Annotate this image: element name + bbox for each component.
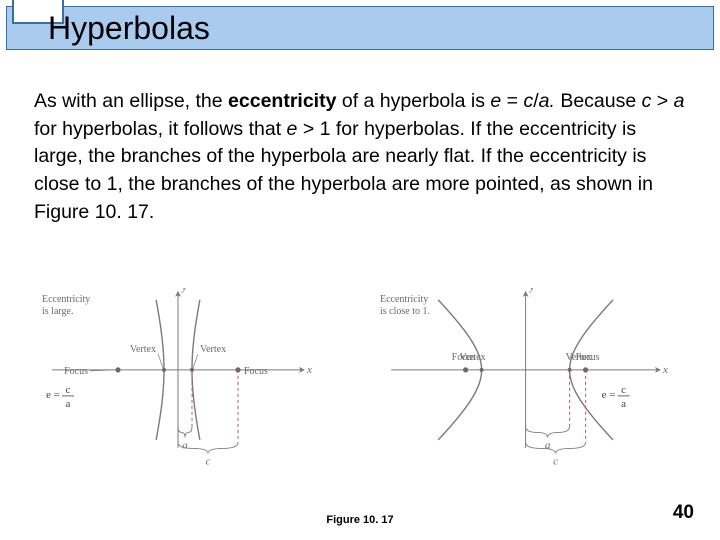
- svg-text:is close to 1.: is close to 1.: [380, 306, 430, 317]
- svg-text:c: c: [66, 384, 71, 396]
- svg-text:Vertex: Vertex: [130, 344, 156, 355]
- page-number: 40: [673, 502, 694, 524]
- svg-text:x: x: [662, 364, 668, 376]
- svg-text:x: x: [306, 364, 312, 376]
- svg-text:y: y: [529, 288, 535, 293]
- svg-text:c: c: [206, 455, 211, 467]
- svg-text:a: a: [621, 398, 626, 410]
- svg-text:Eccentricity: Eccentricity: [380, 294, 428, 305]
- svg-text:is large.: is large.: [42, 306, 73, 317]
- figure-left: x y Focus Vertex Vertex Focus Eccentricityis l…: [34, 288, 334, 483]
- figure-caption: Figure 10. 17: [0, 514, 720, 526]
- figure-right: xyFocusFocusVertexVertexEccentricityis c…: [372, 288, 692, 483]
- svg-text:Vertex: Vertex: [200, 344, 226, 355]
- svg-text:Focus: Focus: [64, 366, 88, 377]
- svg-text:Vertex: Vertex: [566, 352, 592, 363]
- svg-text:a: a: [66, 398, 71, 410]
- body-paragraph: As with an ellipse, the eccentricity of …: [34, 88, 686, 226]
- svg-text:e =: e =: [46, 389, 60, 401]
- svg-text:c: c: [621, 384, 626, 396]
- svg-text:Vertex: Vertex: [459, 352, 485, 363]
- svg-text:e =: e =: [602, 389, 616, 401]
- svg-text:c: c: [553, 455, 558, 467]
- page-title: Hyperbolas: [48, 10, 210, 47]
- svg-text:Focus: Focus: [244, 366, 268, 377]
- svg-text:y: y: [181, 288, 187, 293]
- svg-text:a: a: [545, 439, 551, 451]
- figure-row: xyFocusVertexVertexFocusEccentricityis l…: [34, 288, 686, 488]
- svg-text:Eccentricity: Eccentricity: [42, 294, 90, 305]
- svg-text:a: a: [182, 439, 188, 451]
